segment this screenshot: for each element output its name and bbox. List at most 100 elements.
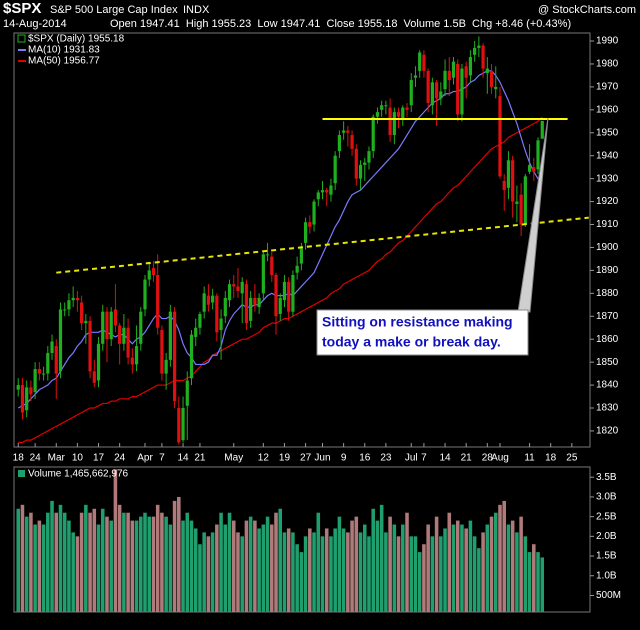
volume-bar: [41, 524, 46, 612]
volume-bar: [29, 512, 33, 612]
y-tick-label: 1990: [596, 36, 619, 47]
candle-body: [80, 302, 84, 324]
candle-body: [109, 311, 113, 340]
volume-bar: [160, 512, 164, 612]
candle-body: [240, 281, 244, 294]
y-tick-label: 1950: [596, 127, 619, 138]
volume-bar: [92, 508, 97, 612]
x-tick-label: Aug: [491, 453, 509, 464]
candle-body: [325, 190, 329, 193]
volume-bar: [460, 524, 464, 612]
candle-body: [333, 155, 337, 184]
volume-bar: [96, 524, 101, 612]
volume-bar: [88, 512, 92, 612]
volume-bar: [312, 532, 316, 612]
callout-text: today a make or break day.: [322, 334, 501, 350]
candle-body: [113, 309, 118, 326]
candle-body: [274, 274, 278, 317]
candle-body: [308, 222, 312, 227]
candle-body: [261, 254, 265, 294]
volume-bar: [172, 500, 177, 612]
volume-bar: [185, 512, 190, 612]
x-tick-label: 11: [524, 453, 535, 464]
candle-body: [29, 387, 33, 395]
candle-body: [139, 311, 143, 344]
volume-bar: [451, 524, 456, 612]
volume-bar: [84, 504, 88, 612]
candle-body: [253, 297, 257, 305]
volume-bar: [485, 524, 490, 612]
y-tick-label: 1830: [596, 403, 619, 414]
volume-bar: [113, 469, 118, 612]
legend-swatch: [18, 470, 25, 477]
volume-bar: [105, 516, 109, 612]
candle-body: [511, 160, 515, 202]
volume-bar: [308, 528, 312, 612]
volume-bar: [206, 536, 211, 612]
volume-bar: [367, 536, 371, 612]
volume-bar: [447, 512, 452, 612]
volume-bar: [388, 516, 392, 612]
x-tick-label: 7: [159, 453, 165, 464]
legend-swatch: [17, 34, 26, 43]
candle-body: [198, 313, 202, 328]
volume-bar: [168, 524, 173, 612]
volume-bar: [362, 524, 367, 612]
volume-bar: [181, 520, 185, 612]
candle-body: [236, 286, 240, 292]
x-tick-label: 19: [279, 453, 291, 464]
y-tick-label: 1940: [596, 150, 619, 161]
candle-body: [46, 352, 50, 374]
volume-bar: [434, 516, 439, 612]
candle-body: [126, 327, 130, 358]
volume-bar: [540, 557, 545, 612]
volume-bar: [337, 516, 342, 612]
volume-bar: [493, 512, 498, 612]
volume-bar: [515, 532, 519, 612]
candle-body: [451, 61, 456, 78]
volume-bar: [481, 532, 485, 612]
x-tick-label: May: [224, 453, 243, 464]
candle-body: [354, 148, 358, 179]
y-tick-label: 1960: [596, 104, 619, 115]
candle-body: [473, 47, 477, 55]
callout-text: Sitting on resistance making: [322, 314, 513, 330]
volume-bar: [202, 532, 206, 612]
x-tick-label: 21: [461, 453, 473, 464]
candle-body: [447, 70, 451, 81]
candle-body: [33, 369, 37, 392]
volume-bar: [231, 520, 236, 612]
candle-body: [464, 66, 468, 78]
index-name: S&P 500 Large Cap Index: [50, 4, 178, 16]
volume-bar: [79, 512, 84, 612]
volume-bar: [527, 552, 532, 612]
candle-body: [257, 297, 261, 308]
candle-body: [456, 63, 460, 115]
candle-body: [477, 45, 481, 48]
candle-body: [71, 297, 75, 301]
candle-body: [58, 309, 63, 372]
candle-body: [92, 371, 96, 383]
volume-bar: [62, 512, 67, 612]
candle-body: [506, 160, 511, 188]
y-tick-label: 1920: [596, 196, 619, 207]
x-tick-label: 24: [114, 453, 126, 464]
volume-bar: [375, 520, 380, 612]
volume-bar: [392, 524, 397, 612]
candle-body: [346, 130, 350, 133]
candle-body: [481, 45, 485, 69]
candle-body: [211, 295, 215, 303]
x-tick-label: 23: [380, 453, 392, 464]
candle-body: [329, 185, 333, 195]
volume-bar: [510, 520, 515, 612]
volume-bar: [67, 520, 71, 612]
callout-box: [316, 309, 529, 356]
candle-body: [350, 135, 354, 149]
volume-bar: [320, 536, 325, 612]
volume-bar: [278, 508, 283, 612]
volume-bar: [489, 516, 494, 612]
volume-bar: [270, 524, 274, 612]
volume-bar: [350, 520, 354, 612]
candle-body: [409, 80, 413, 106]
date: 14-Aug-2014: [3, 18, 67, 30]
